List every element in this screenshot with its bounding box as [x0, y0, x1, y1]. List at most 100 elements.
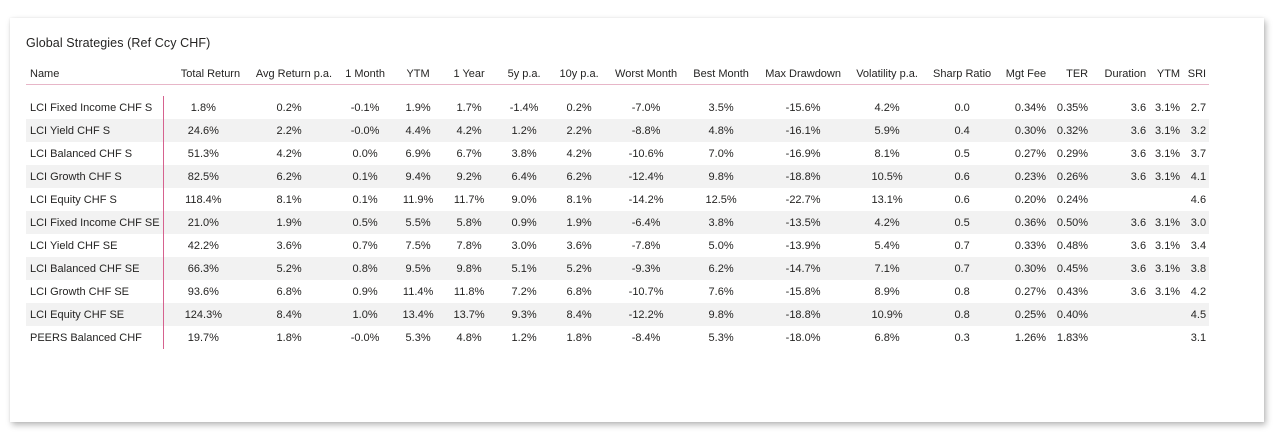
column-header[interactable]: Duration: [1091, 63, 1150, 85]
table-cell: 1.9%: [395, 96, 442, 119]
table-cell: 0.35%: [1049, 96, 1092, 119]
table-cell: -7.8%: [607, 234, 686, 257]
column-header[interactable]: Total Return: [163, 63, 244, 85]
table-row[interactable]: LCI Fixed Income CHF S 1.8% 0.2% -0.1% 1.9% 1…: [26, 96, 1210, 119]
table-cell: -16.1%: [757, 119, 850, 142]
table-cell: [1149, 188, 1184, 211]
table-row[interactable]: LCI Equity CHF S 118.4% 8.1% 0.1% 11.9% 11.7%…: [26, 188, 1210, 211]
column-header[interactable]: Best Month: [685, 63, 758, 85]
table-cell: 4.5: [1183, 303, 1210, 326]
table-row[interactable]: LCI Fixed Income CHF SE 21.0% 1.9% 0.5% 5.5%…: [26, 211, 1210, 234]
table-cell: 3.1%: [1149, 280, 1184, 303]
table-cell: -0.0%: [335, 119, 396, 142]
table-cell: 0.29%: [1049, 142, 1092, 165]
column-header[interactable]: Worst Month: [607, 63, 686, 85]
table-body: LCI Fixed Income CHF S 1.8% 0.2% -0.1% 1.9% 1…: [26, 85, 1210, 349]
column-header[interactable]: 1 Month: [335, 63, 396, 85]
table-cell: 0.8: [925, 280, 1000, 303]
table-cell: 1.9%: [243, 211, 336, 234]
table-cell: 1.7%: [441, 96, 498, 119]
table-cell: 0.7: [925, 234, 1000, 257]
column-header[interactable]: Sharp Ratio: [925, 63, 1000, 85]
table-cell: 5.2%: [551, 257, 608, 280]
table-cell: 3.6%: [243, 234, 336, 257]
strategy-name-cell: LCI Equity CHF S: [26, 188, 164, 211]
table-cell: 3.6: [1091, 119, 1150, 142]
table-cell: 3.6: [1091, 142, 1150, 165]
table-cell: 8.1%: [849, 142, 926, 165]
table-cell: 3.1: [1183, 326, 1210, 349]
table-cell: 4.2%: [441, 119, 498, 142]
table-cell: 0.2%: [243, 96, 336, 119]
column-header[interactable]: Max Drawdown: [757, 63, 850, 85]
table-cell: 4.8%: [441, 326, 498, 349]
table-cell: -10.6%: [607, 142, 686, 165]
table-cell: 42.2%: [163, 234, 244, 257]
table-cell: 0.27%: [999, 142, 1050, 165]
table-cell: 13.4%: [395, 303, 442, 326]
column-header[interactable]: YTM: [395, 63, 442, 85]
table-cell: 6.2%: [243, 165, 336, 188]
table-row[interactable]: LCI Growth CHF SE 93.6% 6.8% 0.9% 11.4% 11.8%…: [26, 280, 1210, 303]
table-cell: 124.3%: [163, 303, 244, 326]
table-cell: 0.4: [925, 119, 1000, 142]
table-cell: -14.2%: [607, 188, 686, 211]
table-cell: -15.8%: [757, 280, 850, 303]
table-row[interactable]: LCI Yield CHF SE 42.2% 3.6% 0.7% 7.5% 7.8% 3.0…: [26, 234, 1210, 257]
table-cell: 7.2%: [497, 280, 552, 303]
table-cell: 6.2%: [685, 257, 758, 280]
table-row[interactable]: LCI Balanced CHF SE 66.3% 5.2% 0.8% 9.5% 9.8%…: [26, 257, 1210, 280]
table-row[interactable]: LCI Yield CHF S 24.6% 2.2% -0.0% 4.4% 4.2% 1.2…: [26, 119, 1210, 142]
table-cell: 3.1%: [1149, 234, 1184, 257]
table-cell: 5.0%: [685, 234, 758, 257]
table-cell: 7.6%: [685, 280, 758, 303]
table-cell: 9.4%: [395, 165, 442, 188]
table-cell: -15.6%: [757, 96, 850, 119]
table-cell: 0.1%: [335, 165, 396, 188]
table-cell: 0.27%: [999, 280, 1050, 303]
table-cell: 0.7%: [335, 234, 396, 257]
strategy-name-cell: LCI Growth CHF SE: [26, 280, 164, 303]
table-row[interactable]: LCI Equity CHF SE 124.3% 8.4% 1.0% 13.4% 13.7…: [26, 303, 1210, 326]
column-header[interactable]: 5y p.a.: [497, 63, 552, 85]
table-cell: 3.6%: [551, 234, 608, 257]
column-header[interactable]: TER: [1049, 63, 1092, 85]
table-cell: 0.43%: [1049, 280, 1092, 303]
table-row[interactable]: PEERS Balanced CHF 19.7% 1.8% -0.0% 5.3% 4.8%…: [26, 326, 1210, 349]
table-cell: 0.3: [925, 326, 1000, 349]
table-cell: 0.2%: [551, 96, 608, 119]
table-cell: -0.0%: [335, 326, 396, 349]
table-cell: 9.0%: [497, 188, 552, 211]
table-cell: 1.9%: [551, 211, 608, 234]
table-cell: 8.1%: [551, 188, 608, 211]
table-cell: 3.4: [1183, 234, 1210, 257]
table-cell: 0.6: [925, 188, 1000, 211]
column-header[interactable]: Mgt Fee: [999, 63, 1050, 85]
table-cell: 3.2: [1183, 119, 1210, 142]
column-header[interactable]: 1 Year: [441, 63, 498, 85]
column-header[interactable]: SRI: [1183, 63, 1210, 85]
table-cell: 0.45%: [1049, 257, 1092, 280]
table-cell: -18.8%: [757, 165, 850, 188]
table-cell: 0.1%: [335, 188, 396, 211]
table-cell: 7.1%: [849, 257, 926, 280]
column-header[interactable]: Volatility p.a.: [849, 63, 926, 85]
table-cell: 1.26%: [999, 326, 1050, 349]
table-row[interactable]: LCI Balanced CHF S 51.3% 4.2% 0.0% 6.9% 6.7% 3…: [26, 142, 1210, 165]
table-cell: 6.8%: [243, 280, 336, 303]
table-cell: 13.1%: [849, 188, 926, 211]
table-cell: 1.2%: [497, 119, 552, 142]
column-header[interactable]: Avg Return p.a.: [243, 63, 336, 85]
table-cell: [1091, 303, 1150, 326]
table-cell: 7.0%: [685, 142, 758, 165]
table-cell: 13.7%: [441, 303, 498, 326]
column-header[interactable]: YTM: [1149, 63, 1184, 85]
column-header[interactable]: 10y p.a.: [551, 63, 608, 85]
strategy-name-cell: LCI Equity CHF SE: [26, 303, 164, 326]
table-cell: 6.9%: [395, 142, 442, 165]
table-cell: 12.5%: [685, 188, 758, 211]
table-row[interactable]: LCI Growth CHF S 82.5% 6.2% 0.1% 9.4% 9.2% 6.4…: [26, 165, 1210, 188]
table-cell: 3.5%: [685, 96, 758, 119]
column-header[interactable]: Name: [26, 63, 164, 85]
table-cell: 118.4%: [163, 188, 244, 211]
